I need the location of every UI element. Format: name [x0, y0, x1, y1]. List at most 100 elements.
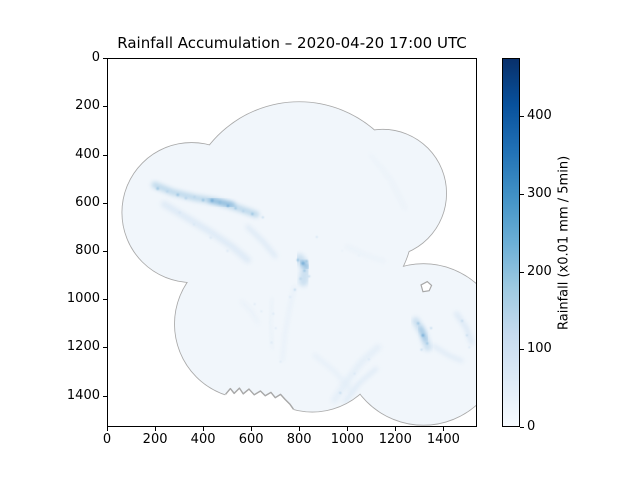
rain-speckle [289, 295, 292, 298]
x-tick-label: 1000 [330, 432, 364, 447]
rain-speckle [426, 342, 429, 345]
rain-band [431, 343, 464, 363]
x-tick [395, 427, 397, 431]
rain-speckle [274, 327, 277, 329]
colorbar-label: Rainfall (x0.01 mm / 5min) [556, 155, 572, 330]
x-tick-label: 1200 [378, 432, 412, 447]
y-tick-label: 400 [75, 146, 100, 162]
rain-band [345, 245, 385, 263]
x-tick [347, 427, 349, 431]
rain-overlay [151, 154, 475, 404]
rain-speckle [367, 358, 370, 361]
y-tick [103, 202, 107, 204]
colorbar-tick [520, 271, 524, 273]
rain-speckle [339, 391, 342, 394]
y-tick-label: 600 [75, 194, 100, 210]
x-tick [107, 427, 108, 431]
rain-speckle [218, 201, 222, 204]
colorbar-tick [520, 349, 524, 351]
rain-speckle [296, 258, 300, 262]
y-tick [103, 106, 107, 108]
x-tick [251, 427, 253, 431]
radar-composite-map [121, 101, 476, 426]
rain-speckle [270, 341, 273, 344]
rain-speckle [156, 187, 160, 190]
y-tick-label: 200 [75, 98, 100, 114]
y-tick-label: 0 [91, 50, 100, 65]
rain-speckle [461, 319, 464, 323]
colorbar-tick [520, 193, 524, 195]
x-tick [155, 427, 157, 431]
colorbar-tick [520, 116, 524, 118]
rain-speckle [242, 209, 245, 213]
rain-speckle [178, 211, 181, 214]
rain-speckle [176, 193, 180, 197]
y-tick [103, 347, 107, 349]
coverage-boundary-squiggle [225, 387, 295, 410]
plot-area [107, 58, 477, 427]
x-tick [203, 427, 205, 431]
y-tick [103, 250, 107, 252]
x-tick-label: 800 [286, 432, 312, 447]
rain-speckle [226, 204, 230, 208]
y-tick [103, 299, 107, 301]
colorbar-tick-label: 300 [527, 185, 552, 201]
rain-speckle [253, 303, 256, 305]
colorbar-gradient [503, 59, 519, 426]
chart-title: Rainfall Accumulation – 2020-04-20 17:00… [117, 34, 467, 52]
y-tick [103, 154, 107, 156]
y-tick-label: 1200 [66, 339, 100, 355]
rain-speckle [353, 372, 356, 375]
x-tick-label: 400 [190, 432, 216, 447]
x-tick-label: 600 [238, 432, 264, 447]
rain-band [240, 300, 260, 324]
rain-speckle [193, 223, 195, 226]
colorbar-tick-label: 400 [527, 108, 552, 124]
colorbar-tick-label: 100 [527, 341, 552, 357]
colorbar-tick-label: 0 [527, 419, 536, 434]
rain-speckle [209, 236, 212, 239]
rain-band [343, 366, 379, 404]
y-tick [103, 58, 107, 59]
rain-speckle [210, 198, 214, 203]
colorbar-tick [520, 427, 524, 428]
rain-band [454, 311, 475, 345]
rain-band [280, 285, 297, 362]
x-tick-label: 200 [142, 432, 168, 447]
rain-speckle [303, 269, 306, 272]
rain-speckle [468, 346, 471, 349]
rain-speckle [308, 275, 311, 278]
rain-speckle [234, 206, 237, 210]
rain-speckle [293, 288, 296, 291]
rain-speckle [193, 195, 196, 199]
rain-speckle [430, 327, 433, 330]
rain-speckle [279, 360, 282, 363]
rain-speckle [341, 250, 344, 252]
y-tick-label: 1400 [66, 387, 100, 403]
y-tick-label: 800 [75, 242, 100, 258]
rain-speckle [261, 216, 264, 219]
x-tick [299, 427, 301, 431]
rain-speckle [301, 261, 305, 265]
rain-speckle [260, 310, 263, 313]
rain-speckle [201, 198, 205, 202]
rain-band [151, 181, 260, 218]
rain-speckle [251, 212, 254, 216]
rain-band [245, 224, 278, 259]
rain-speckle [305, 260, 308, 263]
rain-speckle [316, 236, 318, 238]
rain-speckle [272, 312, 275, 315]
rain-speckle [416, 322, 420, 325]
coverage-gap-island [420, 280, 433, 293]
rain-speckle [421, 333, 425, 337]
rain-speckle [420, 348, 423, 351]
rain-band [268, 297, 275, 350]
x-tick [443, 427, 445, 431]
x-tick-label: 1400 [426, 432, 460, 447]
colorbar [502, 58, 520, 427]
rain-speckle [184, 196, 188, 200]
rain-speckle [465, 334, 468, 337]
colorbar-tick-label: 200 [527, 263, 552, 279]
rain-speckle [358, 254, 360, 257]
